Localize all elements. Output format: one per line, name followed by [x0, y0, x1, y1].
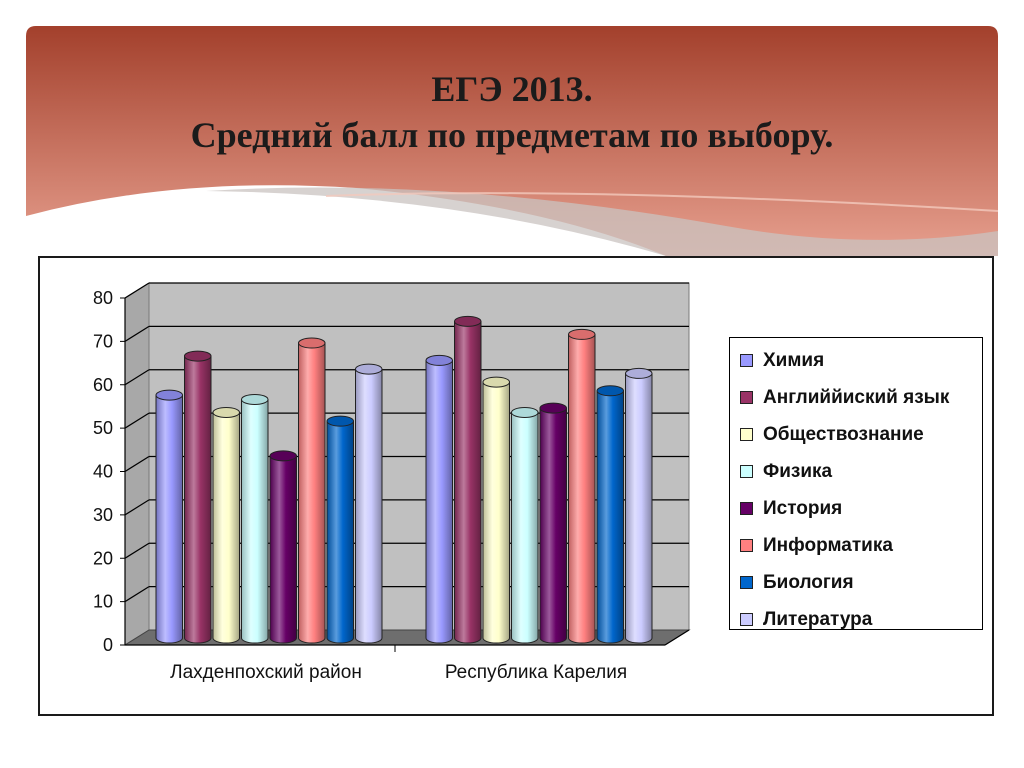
- bar: [596, 390, 624, 644]
- x-axis-depth: [664, 629, 690, 646]
- y-tick-label: 30: [93, 505, 113, 525]
- bar: [241, 398, 269, 644]
- slide-title: ЕГЭ 2013. Средний балл по предметам по в…: [26, 66, 998, 158]
- bar: [539, 407, 567, 644]
- bar: [326, 420, 354, 644]
- bar: [511, 411, 539, 644]
- y-tick-label: 40: [93, 462, 113, 482]
- legend-label: Английйиский язык: [763, 386, 950, 408]
- bar-top: [326, 415, 354, 427]
- bar-top: [425, 354, 453, 366]
- bar: [568, 333, 596, 644]
- bar: [155, 394, 183, 644]
- x-category-label: Республика Карелия: [445, 662, 627, 683]
- legend-label: Литература: [763, 608, 873, 630]
- title-banner: [26, 26, 998, 256]
- bar: [298, 342, 326, 644]
- legend-item: История: [740, 490, 982, 527]
- legend-label: Биология: [763, 571, 854, 593]
- y-tick-label: 0: [103, 635, 113, 655]
- bar-top: [155, 389, 183, 401]
- bar-top: [241, 393, 269, 405]
- y-tick-label: 20: [93, 548, 113, 568]
- legend-label: Обществознание: [763, 423, 924, 445]
- title-line-1: ЕГЭ 2013.: [431, 69, 593, 109]
- legend-swatch: [740, 465, 753, 478]
- legend-label: Информатика: [763, 534, 893, 556]
- legend-item: Биология: [740, 564, 982, 601]
- legend-item: Английйиский язык: [740, 379, 982, 416]
- bar-top: [625, 367, 653, 379]
- bar-top: [269, 450, 297, 462]
- bar: [355, 368, 383, 644]
- legend-label: Химия: [763, 349, 825, 371]
- gridline-side: [124, 455, 150, 473]
- legend-label: История: [763, 497, 843, 519]
- bar-top: [539, 402, 567, 414]
- gridline-side: [124, 412, 150, 429]
- legend-item: Физика: [740, 453, 982, 490]
- y-tick-label: 80: [93, 288, 113, 308]
- y-tick-label: 70: [93, 331, 113, 351]
- bar: [454, 320, 482, 644]
- legend-swatch: [740, 391, 753, 404]
- bar: [425, 359, 453, 644]
- gridline-side: [124, 499, 150, 516]
- bar-top: [482, 376, 510, 388]
- legend-item: Литература: [740, 601, 982, 638]
- legend-item: Обществознание: [740, 416, 982, 453]
- title-line-2: Средний балл по предметам по выбору.: [190, 115, 834, 155]
- gridline-side: [124, 369, 150, 386]
- bar-top: [454, 315, 482, 327]
- y-tick-label: 10: [93, 592, 113, 612]
- bar-top: [212, 406, 240, 418]
- gridline-side: [124, 542, 150, 559]
- bar: [625, 372, 653, 644]
- legend-swatch: [740, 613, 753, 626]
- legend-swatch: [740, 502, 753, 515]
- gridline-side: [124, 282, 150, 299]
- bar-top: [568, 328, 596, 340]
- legend-swatch: [740, 354, 753, 367]
- legend-swatch: [740, 539, 753, 552]
- bar: [184, 355, 212, 644]
- bar: [212, 411, 240, 644]
- x-category-label: Лахденпохский район: [170, 662, 362, 683]
- gridline-side: [124, 586, 150, 603]
- bar-top: [298, 337, 326, 349]
- y-tick-label: 60: [93, 375, 113, 395]
- legend-swatch: [740, 428, 753, 441]
- bar-top: [184, 350, 212, 362]
- bar: [482, 381, 510, 644]
- legend-swatch: [740, 576, 753, 589]
- chart-legend: Химия Английйиский язык Обществознание Физи…: [729, 337, 983, 630]
- bar-top: [511, 406, 539, 418]
- bar: [269, 455, 297, 644]
- legend-item: Информатика: [740, 527, 982, 564]
- legend-label: Физика: [763, 460, 833, 482]
- bar-top: [355, 363, 383, 375]
- legend-item: Химия: [740, 342, 982, 379]
- bar-top: [596, 385, 624, 397]
- gridline-side: [124, 325, 150, 342]
- y-tick-label: 50: [93, 418, 113, 438]
